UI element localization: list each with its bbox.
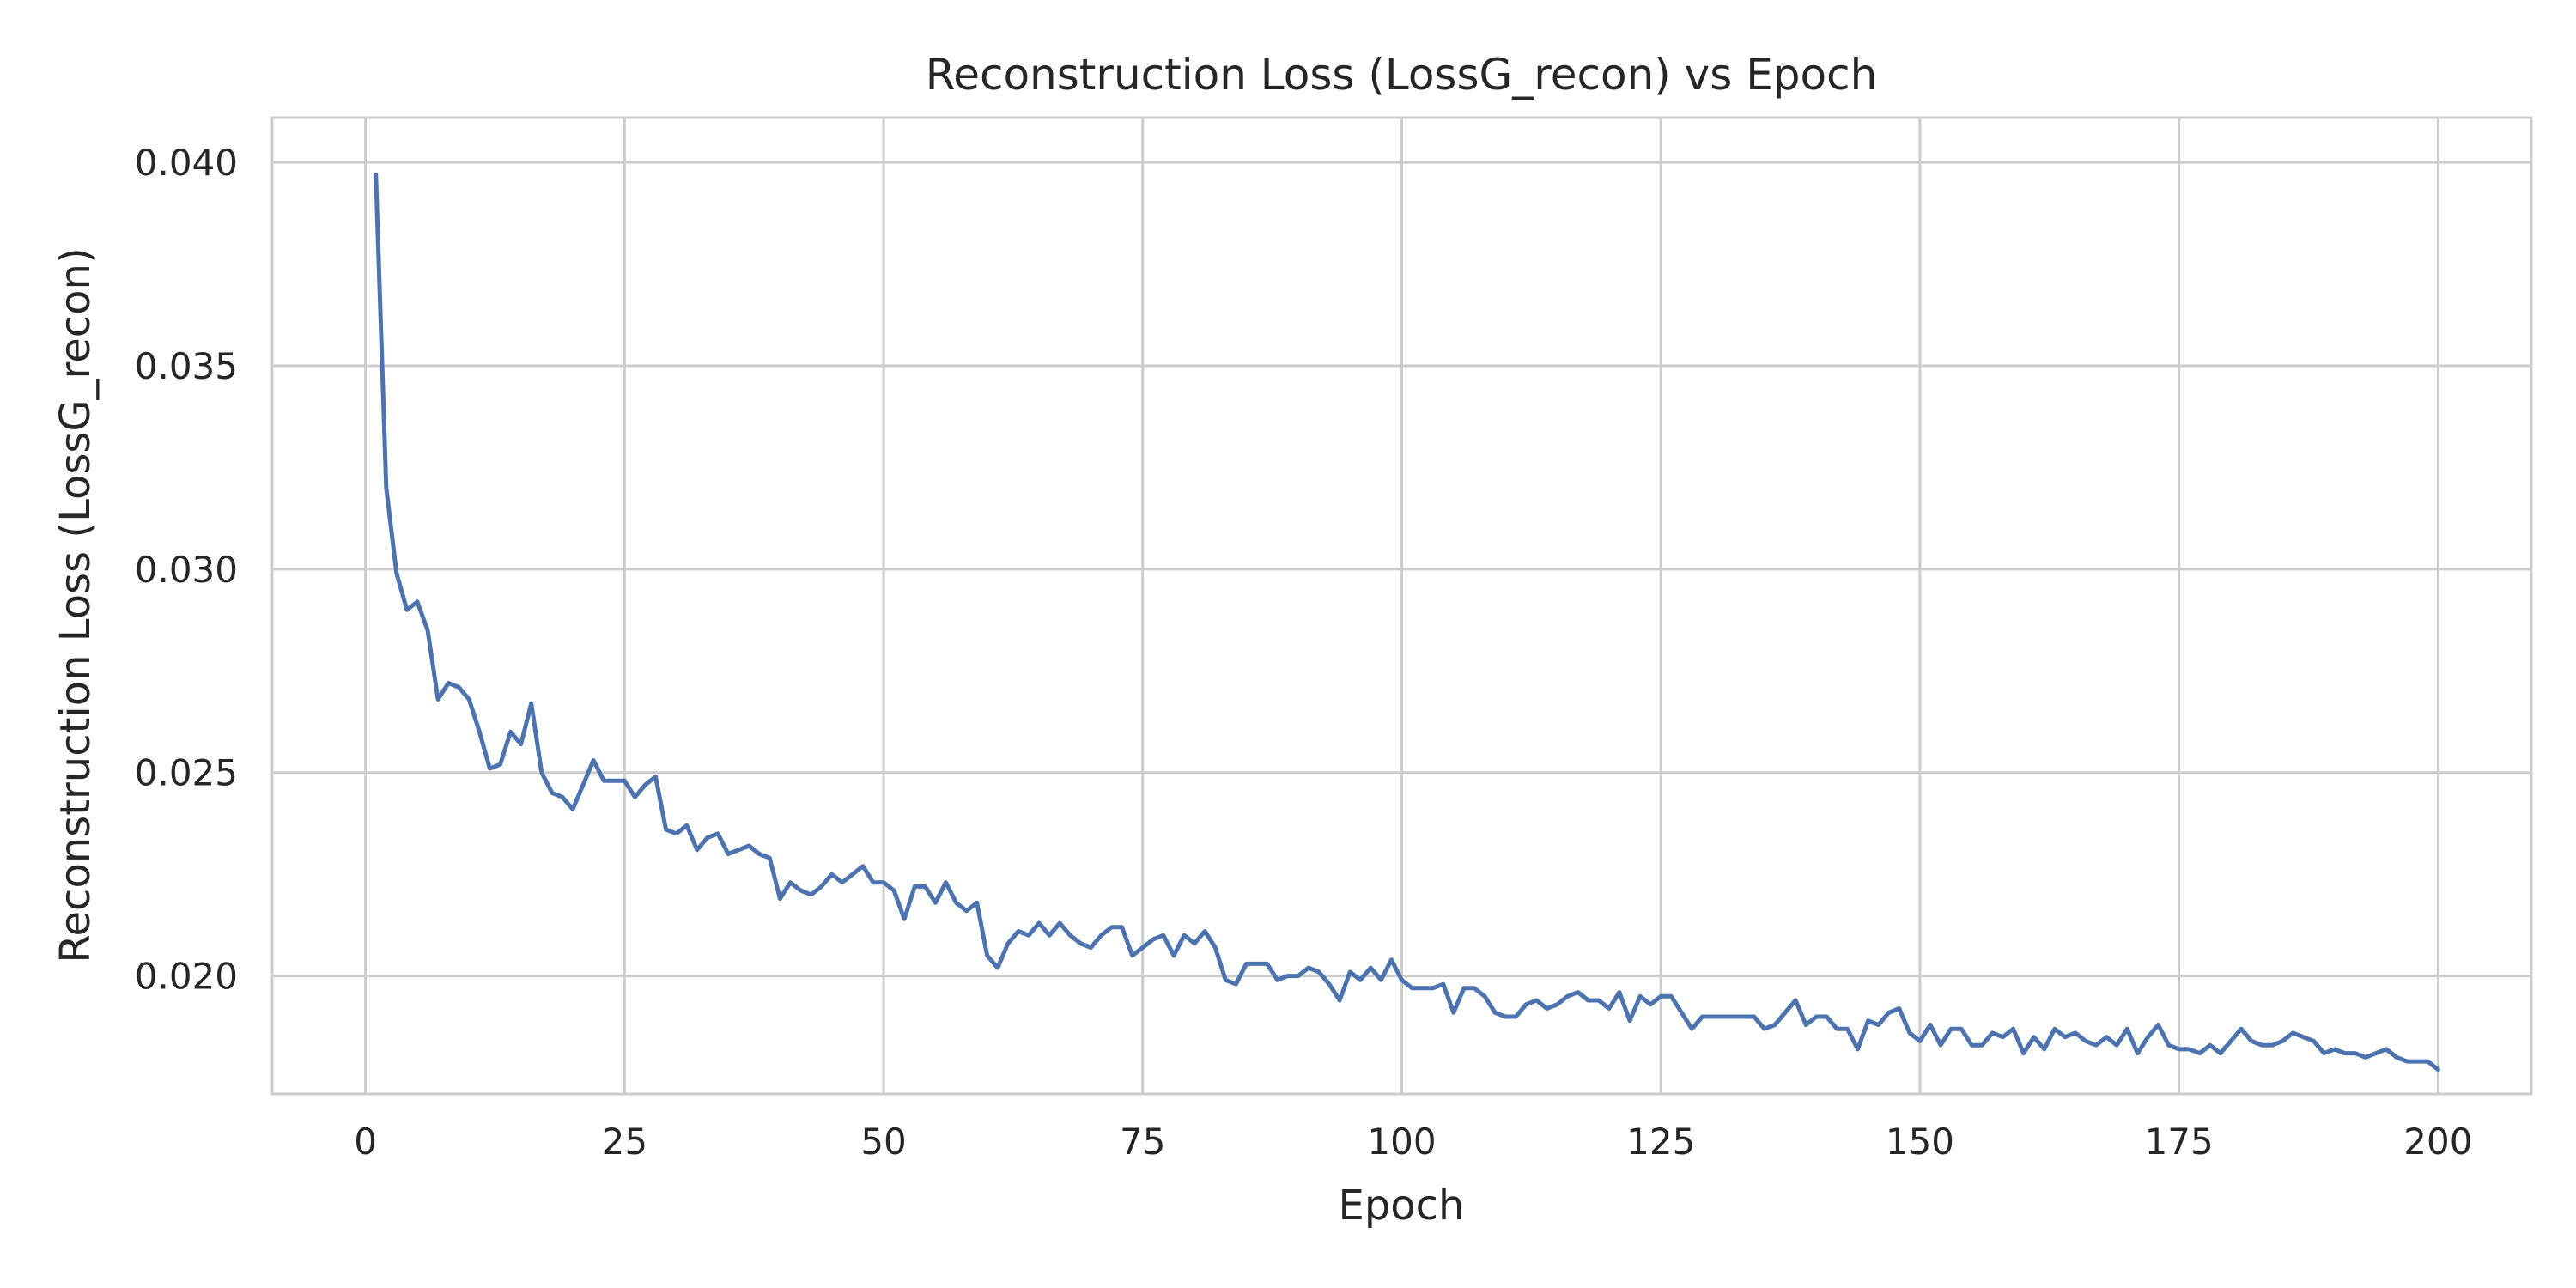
- chart-title: Reconstruction Loss (LossG_recon) vs Epo…: [926, 50, 1878, 100]
- loss-series-line: [374, 172, 2440, 1072]
- x-tick-label: 75: [1120, 1121, 1165, 1163]
- y-tick-label: 0.035: [135, 345, 238, 387]
- x-tick-label: 200: [2403, 1121, 2472, 1163]
- y-axis-label: Reconstruction Loss (LossG_recon): [52, 247, 100, 963]
- x-tick-label: 125: [1626, 1121, 1695, 1163]
- y-tick-label: 0.030: [135, 549, 238, 591]
- x-tick-label: 50: [860, 1121, 906, 1163]
- x-axis-ticks: 0 25 50 75 100 125 150 175 200: [354, 1121, 2472, 1163]
- y-tick-label: 0.020: [135, 956, 238, 998]
- y-tick-label: 0.040: [135, 142, 238, 184]
- y-tick-label: 0.025: [135, 752, 238, 794]
- y-axis-ticks: 0.020 0.025 0.030 0.035 0.040: [135, 142, 238, 998]
- plot-area-frame: [270, 116, 2533, 1096]
- x-axis-label: Epoch: [1339, 1182, 1465, 1230]
- x-tick-label: 150: [1886, 1121, 1954, 1163]
- x-tick-label: 100: [1367, 1121, 1436, 1163]
- x-tick-label: 175: [2145, 1121, 2214, 1163]
- x-tick-label: 25: [602, 1121, 647, 1163]
- x-tick-label: 0: [354, 1121, 377, 1163]
